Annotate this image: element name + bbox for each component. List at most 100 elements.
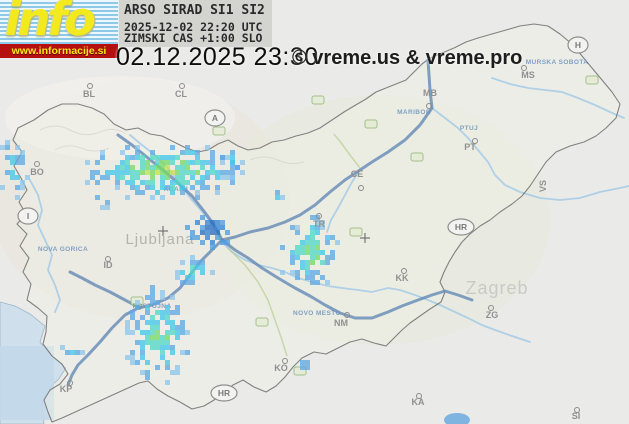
country-oval-i	[17, 207, 39, 225]
station-label: KA	[412, 397, 425, 407]
road-shield	[349, 227, 363, 237]
radar-cell	[105, 200, 110, 205]
radar-cell	[175, 155, 180, 160]
radar-cell	[75, 350, 80, 355]
radar-cell	[180, 170, 185, 175]
radar-cell	[225, 155, 230, 160]
radar-cell	[230, 155, 235, 160]
radar-cell	[125, 160, 130, 165]
radar-cell	[185, 330, 190, 335]
radar-cell	[120, 170, 125, 175]
radar-cell	[290, 255, 295, 260]
city-label: MARIBOR	[397, 109, 431, 116]
radar-cell	[145, 370, 150, 375]
informacije-logo[interactable]: info www.informacije.si	[0, 0, 118, 58]
station-label: SI	[572, 411, 581, 421]
city-label: NOVO MESTO	[293, 310, 341, 317]
country-border	[12, 23, 621, 423]
radar-cell	[140, 190, 145, 195]
radar-cell	[125, 325, 130, 330]
radar-cell	[310, 255, 315, 260]
radar-cell	[185, 160, 190, 165]
radar-cell	[125, 155, 130, 160]
logo-url-link[interactable]: www.informacije.si	[0, 44, 118, 58]
radar-cell	[5, 140, 10, 145]
highway	[220, 58, 434, 242]
radar-cell	[310, 215, 315, 220]
radar-cell	[190, 160, 195, 165]
radar-cell	[125, 180, 130, 185]
radar-cell	[130, 180, 135, 185]
radar-cell	[125, 170, 130, 175]
radar-cell	[120, 165, 125, 170]
radar-cell	[160, 290, 165, 295]
city-label: NOVA GORICA	[38, 246, 88, 253]
radar-cell	[130, 315, 135, 320]
radar-cell	[95, 160, 100, 165]
radar-cell	[185, 165, 190, 170]
station-label: BO	[30, 167, 44, 177]
radar-cell	[150, 285, 155, 290]
radar-cell	[100, 150, 105, 155]
radar-cell	[295, 225, 300, 230]
road-shield	[585, 75, 599, 85]
radar-cell	[105, 175, 110, 180]
radar-cell	[10, 170, 15, 175]
radar-scan-time: 2025-12-02 22:20 UTC	[124, 20, 263, 34]
radar-cell	[325, 240, 330, 245]
radar-cell	[100, 205, 105, 210]
radar-cell	[180, 190, 185, 195]
station-marker	[358, 185, 364, 191]
radar-cell	[210, 240, 215, 245]
radar-cell	[230, 175, 235, 180]
radar-cell	[325, 255, 330, 260]
radar-cell	[135, 360, 140, 365]
radar-cell	[300, 265, 305, 270]
radar-cell	[25, 175, 30, 180]
radar-cell	[10, 175, 15, 180]
radar-cell	[175, 170, 180, 175]
radar-cell	[80, 350, 85, 355]
country-oval-a	[204, 109, 226, 127]
station-marker	[426, 103, 432, 109]
radar-cell	[170, 345, 175, 350]
radar-cell	[310, 235, 315, 240]
radar-cell	[215, 225, 220, 230]
radar-cell	[155, 165, 160, 170]
radar-cell	[100, 175, 105, 180]
radar-cell	[160, 180, 165, 185]
radar-cell	[160, 310, 165, 315]
radar-cell	[10, 155, 15, 160]
radar-source-label: ARSO SIRAD SI1 SI2	[124, 3, 265, 18]
radar-cell	[190, 255, 195, 260]
radar-cell	[125, 165, 130, 170]
radar-cell	[20, 185, 25, 190]
radar-cell	[180, 320, 185, 325]
radar-cell	[235, 165, 240, 170]
station-label: MB	[423, 88, 437, 98]
radar-cell	[220, 175, 225, 180]
radar-cell	[130, 175, 135, 180]
relief-line	[249, 156, 305, 165]
radar-cell	[135, 190, 140, 195]
radar-cell	[115, 180, 120, 185]
radar-cell	[170, 190, 175, 195]
radar-cell	[185, 150, 190, 155]
radar-cell	[165, 380, 170, 385]
radar-cell	[160, 315, 165, 320]
radar-cell	[165, 175, 170, 180]
radar-cell	[225, 175, 230, 180]
radar-cell	[175, 330, 180, 335]
radar-cell	[150, 175, 155, 180]
city-label: POSTOJNA	[133, 303, 172, 310]
radar-cell	[145, 305, 150, 310]
radar-cell	[310, 245, 315, 250]
radar-cell	[170, 325, 175, 330]
radar-cell	[165, 315, 170, 320]
radar-cell	[160, 160, 165, 165]
radar-cell	[190, 275, 195, 280]
credit-text: © vreme.us & vreme.pro	[292, 47, 523, 69]
radar-cell	[305, 360, 310, 365]
highway	[68, 270, 142, 310]
radar-cell	[15, 145, 20, 150]
